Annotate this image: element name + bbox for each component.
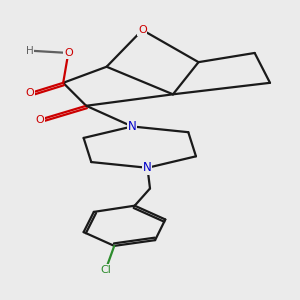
Text: H: H xyxy=(26,46,34,56)
Text: O: O xyxy=(64,48,73,58)
Text: Cl: Cl xyxy=(100,265,111,275)
Text: N: N xyxy=(143,161,152,174)
Text: O: O xyxy=(36,115,45,124)
Text: O: O xyxy=(138,25,147,35)
Text: O: O xyxy=(26,88,34,98)
Text: N: N xyxy=(128,120,136,133)
